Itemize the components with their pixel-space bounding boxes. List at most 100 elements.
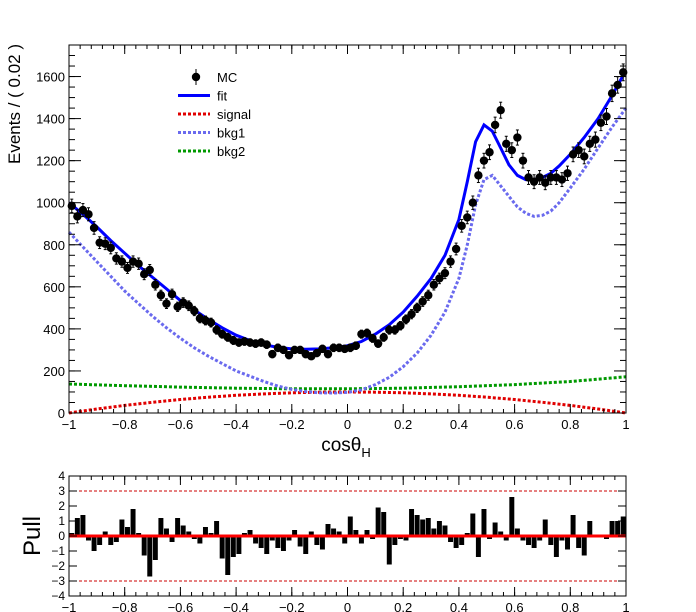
pull-bar [386, 536, 392, 565]
pull-y-tick-label: −3 [51, 574, 65, 588]
y-tick-label: 1600 [36, 70, 65, 85]
pull-bar [436, 521, 442, 536]
pull-bar [286, 536, 292, 541]
mc-marker [496, 105, 505, 115]
mc-marker [451, 244, 461, 254]
pull-bar [269, 536, 275, 541]
x-tick-label: 0 [344, 600, 351, 612]
pull-y-axis-label: Pull [19, 516, 46, 556]
mc-point [490, 116, 500, 134]
mc-point [390, 325, 400, 335]
pull-bar [498, 531, 504, 536]
mc-marker [190, 306, 199, 316]
mc-data-points [67, 63, 628, 361]
mc-marker [67, 201, 76, 211]
mc-marker [396, 321, 405, 330]
x-tick-label: −0.6 [168, 417, 194, 432]
mc-point [591, 131, 600, 148]
mc-marker [596, 118, 606, 128]
mc-point [507, 142, 517, 159]
x-tick-label: 1 [622, 417, 629, 432]
mc-marker [167, 289, 177, 299]
x-tick-label: −0.4 [223, 600, 249, 612]
pull-bar [147, 536, 153, 577]
pull-bar [364, 530, 370, 536]
mc-point [279, 345, 288, 355]
mc-marker [557, 175, 567, 184]
pull-bar [409, 509, 415, 536]
x-tick-label: −1 [62, 417, 77, 432]
mc-point [323, 349, 333, 359]
mc-point [201, 315, 210, 326]
mc-marker [206, 318, 216, 327]
main-y-axis-label: Events / ( 0.02 ) [5, 44, 24, 164]
mc-marker [117, 257, 127, 266]
pull-y-tick-label: −4 [51, 589, 65, 603]
mc-point [73, 209, 82, 224]
pull-y-tick-label: 0 [58, 529, 65, 543]
main-plot-frame [68, 44, 627, 414]
mc-point [557, 172, 567, 188]
mc-marker [373, 339, 383, 348]
pull-y-tick-label: 3 [58, 484, 65, 498]
main-x-axis-label: cosθH [321, 435, 371, 460]
pull-y-tick-label: 1 [58, 514, 65, 528]
pull-bar [375, 507, 381, 536]
pull-bar [615, 521, 621, 536]
mc-marker [541, 178, 550, 187]
mc-marker [151, 280, 160, 289]
mc-marker [162, 299, 171, 308]
bkg2-curve [68, 375, 627, 391]
pull-bar [297, 536, 303, 547]
mc-point [596, 114, 606, 132]
pull-bar [537, 536, 543, 541]
pull-bars [69, 497, 626, 577]
pull-bar [459, 536, 465, 545]
mc-point [284, 350, 294, 360]
x-tick-label: −0.2 [279, 600, 305, 612]
mc-marker [429, 280, 439, 289]
mc-marker [318, 344, 327, 354]
mc-marker [479, 156, 489, 165]
mc-point [206, 317, 216, 328]
pull-bar [425, 518, 431, 536]
x-tick-label: 0.2 [394, 600, 412, 612]
mc-point [435, 272, 444, 285]
mc-point [563, 165, 572, 181]
x-tick-label: 0.2 [394, 417, 412, 432]
pull-bar [559, 536, 565, 541]
pull-bar [325, 524, 331, 536]
pull-bar [169, 536, 175, 542]
y-tick-label: 1400 [36, 112, 65, 127]
pull-bar [453, 536, 459, 548]
pull-bar [553, 536, 559, 557]
pull-bar [253, 536, 259, 544]
mc-marker [591, 135, 600, 144]
pull-bar [520, 536, 526, 541]
pull-bar [475, 536, 481, 557]
mc-point [190, 305, 199, 317]
mc-point [602, 108, 611, 125]
pull-bar [74, 518, 80, 536]
mc-point [468, 195, 478, 210]
x-tick-label: −0.8 [112, 417, 138, 432]
pull-bar [125, 527, 130, 536]
mc-point [518, 152, 528, 169]
x-tick-label: −0.2 [279, 417, 305, 432]
mc-marker [607, 89, 617, 98]
pull-bar [358, 536, 364, 544]
mc-marker [563, 169, 572, 178]
mc-point [474, 167, 483, 184]
mc-marker [457, 221, 466, 231]
mc-point [396, 321, 405, 331]
mc-marker [435, 274, 444, 283]
pull-bar [113, 536, 119, 542]
legend-entry-bkg1: bkg1 [178, 126, 245, 141]
pull-bar [303, 536, 309, 554]
pull-bar [509, 497, 515, 536]
mc-point [513, 129, 522, 146]
pull-reference-lines [69, 490, 626, 582]
mc-point [535, 170, 544, 185]
pull-bar [219, 536, 225, 559]
